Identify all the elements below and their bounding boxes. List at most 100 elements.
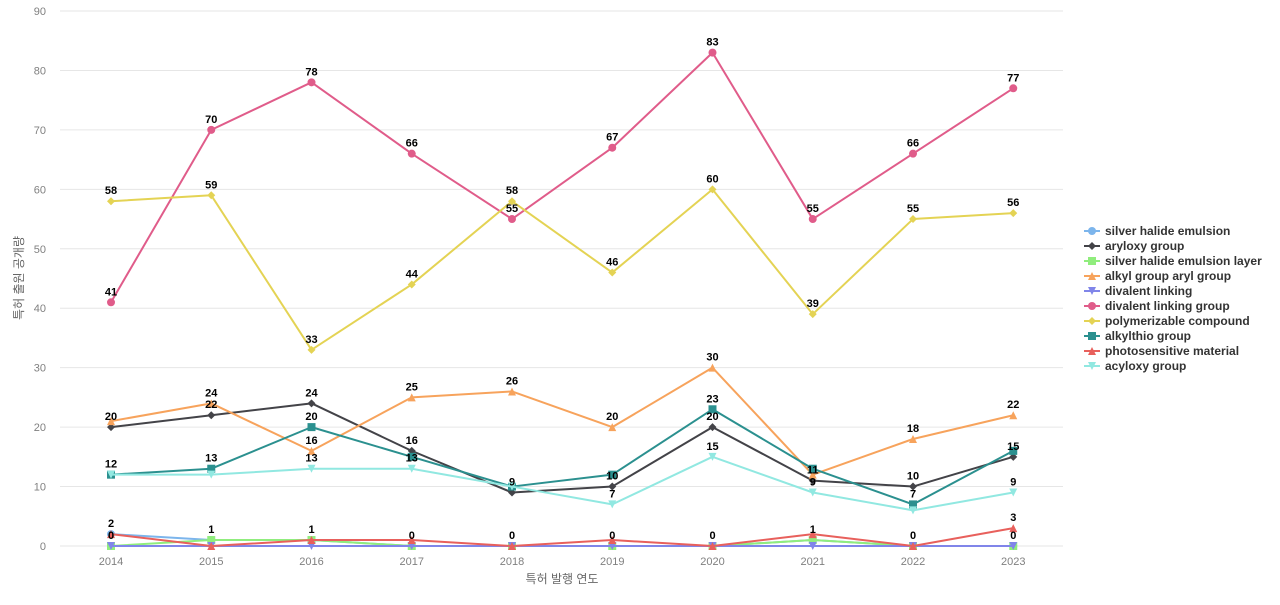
data-labels: 5841201220705924221317833242016131664425… — [105, 37, 1020, 542]
data-point — [808, 310, 817, 319]
data-point — [207, 411, 216, 420]
y-tick-label: 0 — [40, 541, 46, 553]
data-label: 12 — [105, 459, 117, 471]
data-point — [407, 452, 416, 461]
data-point — [808, 215, 817, 224]
series-line — [110, 527, 1014, 547]
data-point — [708, 423, 717, 432]
data-point — [307, 399, 316, 408]
data-point — [207, 536, 216, 545]
data-point — [508, 542, 516, 550]
data-label: 0 — [609, 530, 615, 542]
data-point — [708, 405, 717, 414]
data-point — [608, 500, 617, 509]
data-point — [107, 542, 115, 550]
legend-item[interactable]: polymerizable compound — [1084, 314, 1250, 328]
y-tick-label: 80 — [34, 65, 46, 77]
data-point — [508, 387, 516, 396]
data-point — [808, 488, 817, 497]
data-point — [909, 482, 917, 491]
data-label: 1 — [208, 524, 214, 536]
y-tick-label: 50 — [34, 244, 46, 256]
data-label: 46 — [606, 257, 618, 269]
data-point — [307, 423, 316, 432]
data-label: 1 — [308, 524, 314, 536]
data-label: 10 — [907, 471, 919, 483]
x-tick-label: 2022 — [901, 556, 925, 568]
legend-item[interactable]: divalent linking — [1084, 284, 1192, 298]
series-lines — [107, 48, 1018, 550]
x-tick-label: 2017 — [400, 556, 424, 568]
x-tick-label: 2020 — [700, 556, 724, 568]
data-point — [909, 542, 917, 550]
data-point — [107, 470, 115, 479]
legend-marker — [1088, 302, 1096, 310]
y-tick-label: 70 — [34, 125, 46, 137]
data-label: 11 — [807, 465, 819, 477]
data-label: 66 — [907, 138, 919, 150]
data-label: 58 — [105, 185, 117, 197]
legend-item[interactable]: alkylthio group — [1084, 329, 1191, 343]
legend-item[interactable]: divalent linking group — [1084, 299, 1230, 313]
data-point — [608, 470, 617, 479]
series — [107, 524, 1018, 550]
legend-marker — [1088, 362, 1096, 370]
data-label: 15 — [1007, 441, 1019, 453]
data-point — [608, 536, 617, 545]
data-label: 77 — [1007, 72, 1019, 84]
series — [107, 185, 1018, 354]
data-label: 22 — [1007, 399, 1019, 411]
series-line — [110, 402, 1014, 494]
y-tick-label: 30 — [34, 363, 46, 375]
legend-item[interactable]: acyloxy group — [1084, 359, 1186, 373]
legend-label: aryloxy group — [1105, 239, 1184, 253]
data-label: 55 — [907, 203, 919, 215]
series — [107, 48, 1018, 307]
y-tick-label: 40 — [34, 303, 46, 315]
data-point — [808, 530, 817, 539]
legend-item[interactable]: alkyl group aryl group — [1084, 269, 1231, 283]
data-label: 2 — [108, 518, 114, 530]
data-label: 7 — [609, 488, 615, 500]
data-point — [708, 452, 717, 461]
legend-label: divalent linking — [1105, 284, 1192, 298]
data-point — [407, 280, 416, 289]
data-point — [808, 470, 817, 479]
data-point — [207, 399, 216, 408]
legend-item[interactable]: silver halide emulsion layer — [1084, 254, 1262, 268]
legend-item[interactable]: aryloxy group — [1084, 239, 1184, 253]
data-label: 0 — [1010, 530, 1016, 542]
data-label: 10 — [606, 471, 618, 483]
data-point — [508, 482, 516, 491]
data-label: 9 — [1010, 477, 1016, 489]
legend-item[interactable]: silver halide emulsion — [1084, 224, 1230, 238]
data-label: 0 — [910, 530, 916, 542]
data-point — [808, 536, 817, 545]
data-label: 26 — [506, 375, 518, 387]
data-label: 13 — [205, 453, 217, 465]
x-axis-title: 특허 발행 연도 — [526, 571, 599, 586]
data-point — [909, 506, 917, 515]
series — [107, 405, 1018, 509]
data-label: 83 — [706, 37, 718, 49]
data-label: 22 — [205, 399, 217, 411]
legend-item[interactable]: photosensitive material — [1084, 344, 1239, 358]
data-label: 9 — [509, 477, 515, 489]
data-point — [307, 446, 316, 455]
data-label: 25 — [406, 381, 418, 393]
data-label: 55 — [506, 203, 518, 215]
y-tick-label: 20 — [34, 422, 46, 434]
data-point — [1009, 542, 1018, 550]
legend-marker — [1088, 242, 1096, 250]
data-label: 56 — [1007, 197, 1019, 209]
data-label: 58 — [506, 185, 518, 197]
data-point — [207, 464, 216, 473]
data-label: 44 — [406, 268, 419, 280]
data-point — [407, 149, 416, 158]
data-point — [1009, 488, 1018, 497]
grid-lines — [60, 10, 1063, 547]
data-point — [307, 464, 316, 473]
data-point — [107, 530, 115, 539]
data-label: 67 — [606, 132, 618, 144]
data-point — [808, 542, 817, 550]
